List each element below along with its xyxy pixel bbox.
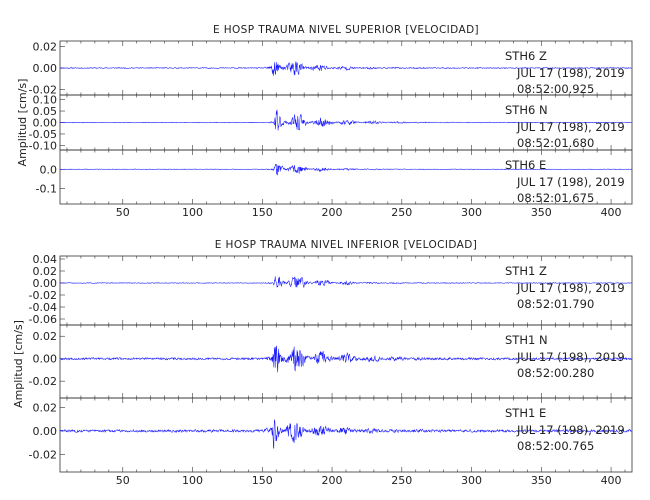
x-tick-label: 200 (322, 474, 343, 487)
y-tick-label: -0.02 (29, 375, 57, 388)
waveform-trace (59, 419, 633, 449)
trace-station-label: STH6 Z (505, 49, 547, 63)
trace-time-label: 08:52:00.280 (517, 366, 594, 380)
y-tick-label: 0.00 (33, 277, 58, 290)
x-tick-label: 300 (461, 206, 482, 219)
trace-station-label: STH1 E (505, 406, 546, 420)
x-tick-label: 150 (252, 474, 273, 487)
trace-station-label: STH6 N (505, 103, 548, 117)
y-tick-label: -0.1 (36, 183, 57, 196)
trace-date-label: JUL 17 (198), 2019 (516, 350, 625, 364)
waveform-trace (59, 163, 633, 176)
y-tick-label: 0.00 (33, 353, 58, 366)
trace-date-label: JUL 17 (198), 2019 (516, 66, 625, 80)
x-tick-label: 50 (116, 206, 130, 219)
x-tick-label: 250 (391, 206, 412, 219)
waveform-trace (59, 61, 633, 76)
x-tick-label: 400 (601, 206, 622, 219)
x-tick-label: 250 (391, 474, 412, 487)
x-tick-label: 50 (116, 474, 130, 487)
waveform-trace (59, 276, 633, 288)
x-tick-label: 200 (322, 206, 343, 219)
x-tick-label: 300 (461, 474, 482, 487)
trace-date-label: JUL 17 (198), 2019 (516, 120, 625, 134)
trace-date-label: JUL 17 (198), 2019 (516, 423, 625, 437)
y-tick-label: 0.05 (33, 105, 58, 118)
trace-station-label: STH1 Z (505, 264, 547, 278)
y-tick-label: -0.10 (29, 139, 57, 152)
trace-time-label: 08:52:00.925 (517, 82, 594, 96)
x-tick-label: 400 (601, 474, 622, 487)
x-tick-label: 350 (531, 206, 552, 219)
trace-date-label: JUL 17 (198), 2019 (516, 175, 625, 189)
y-axis-label: Amplitud [cm/s] (16, 79, 29, 167)
y-tick-label: -0.04 (29, 301, 57, 314)
panel-title: E HOSP TRAUMA NIVEL INFERIOR [VELOCIDAD] (215, 239, 477, 251)
trace-station-label: STH6 E (505, 158, 546, 172)
trace-station-label: STH1 N (505, 333, 548, 347)
x-tick-label: 100 (182, 474, 203, 487)
x-tick-label: 100 (182, 206, 203, 219)
y-tick-label: 0.02 (33, 401, 58, 414)
y-axis-label: Amplitud [cm/s] (12, 320, 25, 408)
y-tick-label: -0.05 (29, 128, 57, 141)
y-tick-label: 0.00 (33, 62, 58, 75)
y-tick-label: 0.02 (33, 265, 58, 278)
trace-time-label: 08:52:01.675 (517, 191, 594, 205)
y-tick-label: -0.02 (29, 84, 57, 97)
panel-title: E HOSP TRAUMA NIVEL SUPERIOR [VELOCIDAD] (213, 24, 479, 36)
y-tick-label: 0.04 (33, 253, 58, 266)
trace-time-label: 08:52:01.680 (517, 136, 594, 150)
x-tick-label: 150 (252, 206, 273, 219)
y-tick-label: 0.02 (33, 330, 58, 343)
y-tick-label: -0.06 (29, 313, 57, 326)
waveform-trace (59, 109, 633, 131)
trace-time-label: 08:52:00.765 (517, 439, 594, 453)
trace-date-label: JUL 17 (198), 2019 (516, 281, 625, 295)
y-tick-label: -0.02 (29, 289, 57, 302)
y-tick-label: 0.0 (40, 163, 58, 176)
y-tick-label: 0.02 (33, 40, 58, 53)
y-tick-label: 0.00 (33, 425, 58, 438)
x-tick-label: 350 (531, 474, 552, 487)
y-tick-label: 0.00 (33, 117, 58, 130)
y-tick-label: 0.10 (33, 94, 58, 107)
waveform-trace (59, 345, 633, 373)
trace-time-label: 08:52:01.790 (517, 297, 594, 311)
y-tick-label: -0.02 (29, 448, 57, 461)
